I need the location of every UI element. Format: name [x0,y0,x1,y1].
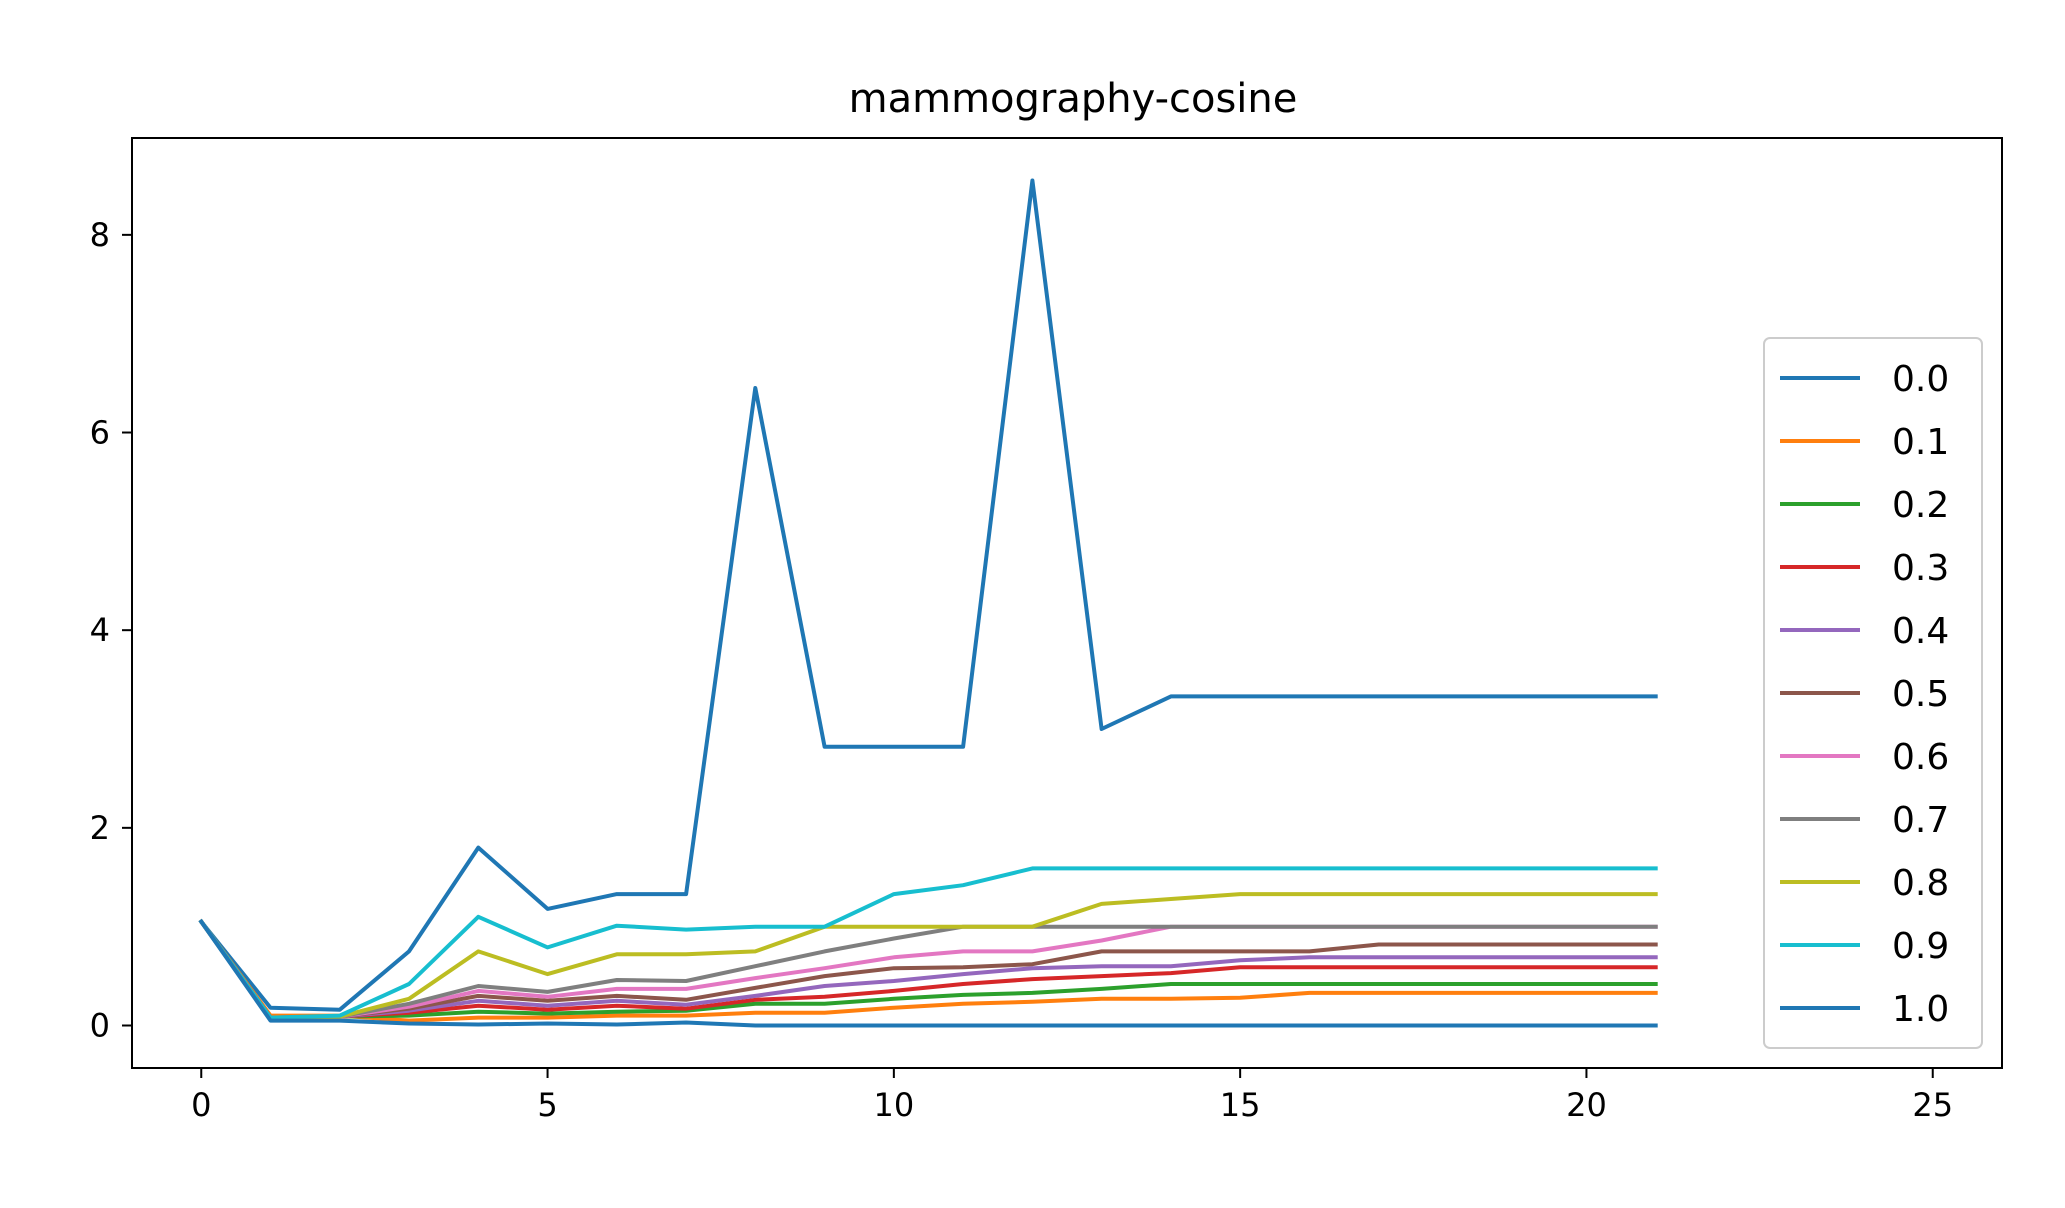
series-line-0.3 [198,918,1658,1020]
y-tick-label: 6 [90,414,110,452]
legend-label: 0.0 [1892,359,1949,400]
legend-label: 0.6 [1892,737,1949,778]
series-line-0.5 [198,918,1658,1021]
series-line-0.9 [198,866,1658,1020]
legend-label: 0.7 [1892,800,1949,841]
series-line-0.0 [198,178,1658,1012]
x-axis: 0 5 10 15 20 25 [191,1068,1953,1124]
series-line-0.1 [198,918,1658,1023]
series-layer [198,178,1658,1028]
y-tick-label: 2 [90,809,110,847]
legend-label: 0.2 [1892,485,1949,526]
x-tick-label: 10 [873,1086,914,1124]
chart-title: mammography-cosine [849,76,1298,122]
x-tick-label: 15 [1220,1086,1261,1124]
legend-label: 0.9 [1892,926,1949,967]
x-tick-label: 20 [1566,1086,1607,1124]
y-tick-label: 8 [90,216,110,254]
legend-label: 0.8 [1892,863,1949,904]
legend-label: 0.1 [1892,422,1949,463]
y-tick-label: 4 [90,611,110,649]
x-tick-label: 25 [1912,1086,1953,1124]
series-line-0.2 [198,918,1658,1020]
legend-label: 0.4 [1892,611,1949,652]
legend: 0.0 0.1 0.2 0.3 0.4 0.5 0.6 0.7 0.8 0.9 1.0 [1763,337,1983,1049]
legend-label: 0.3 [1892,548,1949,589]
series-line-0.8 [198,892,1658,1021]
series-line-1.0 [198,918,1658,1028]
x-tick-label: 0 [191,1086,211,1124]
legend-label: 1.0 [1892,989,1949,1030]
y-tick-label: 0 [90,1007,110,1045]
y-axis: 0 2 4 6 8 [90,216,132,1045]
plot-area-frame [131,137,2003,1069]
series-line-0.7 [198,918,1658,1021]
x-tick-label: 5 [537,1086,557,1124]
legend-box [1763,337,1983,1049]
legend-label: 0.5 [1892,674,1949,715]
series-line-0.4 [198,918,1658,1020]
